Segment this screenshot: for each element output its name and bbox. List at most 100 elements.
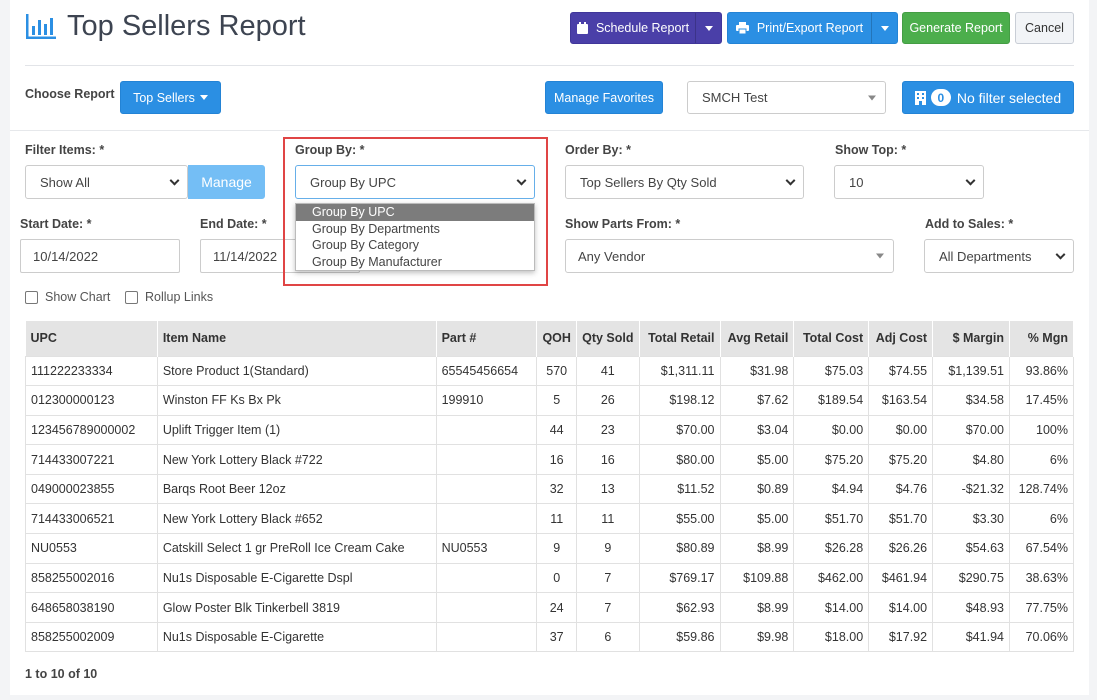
table-cell: 6% <box>1008 503 1075 535</box>
table-cell: 24 <box>536 592 577 623</box>
show-parts-select[interactable]: Any Vendor <box>565 239 894 273</box>
group-by-option-manufacturer[interactable]: Group By Manufacturer <box>312 254 442 269</box>
chevron-down-icon <box>516 175 527 186</box>
manage-favorites-button[interactable]: Manage Favorites <box>545 81 663 114</box>
table-cell: Store Product 1(Standard) <box>156 355 437 387</box>
table-cell: 100% <box>1008 414 1075 446</box>
report-type-dropdown[interactable]: Top Sellers <box>120 81 221 114</box>
generate-report-button[interactable]: Generate Report <box>902 12 1010 44</box>
column-header-item-name[interactable]: Item Name <box>157 321 437 356</box>
table-cell: $55.00 <box>638 503 721 535</box>
start-date-input[interactable]: 10/14/2022 <box>20 239 180 273</box>
add-to-sales-label: Add to Sales: * <box>925 217 1014 231</box>
table-cell: 0 <box>536 562 577 594</box>
column-header-qoh[interactable]: QOH <box>536 321 577 356</box>
caret-down-icon <box>199 95 208 100</box>
show-chart-label: Show Chart <box>45 290 111 304</box>
table-cell: $198.12 <box>638 385 721 416</box>
column-header-pct-margin[interactable]: % Mgn <box>1009 321 1075 356</box>
show-parts-label: Show Parts From: * <box>565 217 681 231</box>
column-header-upc[interactable]: UPC <box>25 321 158 356</box>
order-by-select[interactable]: Top Sellers By Qty Sold <box>565 165 804 199</box>
table-row[interactable]: 858255002016 Nu1s Disposable E-Cigarette … <box>25 562 1075 594</box>
table-cell: 858255002016 <box>25 562 158 594</box>
table-cell: 9 <box>536 533 577 564</box>
table-cell: Catskill Select 1 gr PreRoll Ice Cream C… <box>156 533 437 564</box>
table-cell: 128.74% <box>1008 473 1075 505</box>
show-chart-option[interactable]: Show Chart <box>25 290 110 304</box>
table-cell: $75.20 <box>793 444 870 475</box>
table-cell: 38.63% <box>1008 562 1075 594</box>
group-by-select[interactable]: Group By UPC <box>295 165 535 199</box>
table-row[interactable]: 123456789000002 Uplift Trigger Item (1) 44… <box>25 414 1075 446</box>
show-top-value: 10 <box>849 174 864 190</box>
column-header-total-cost[interactable]: Total Cost <box>793 321 870 356</box>
print-export-button[interactable]: Print/Export Report <box>727 12 898 44</box>
group-by-option-category[interactable]: Group By Category <box>312 238 419 252</box>
table-cell: $62.93 <box>638 592 721 623</box>
store-select[interactable]: SMCH Test <box>687 81 886 114</box>
column-header-adj-cost[interactable]: Adj Cost <box>868 321 934 356</box>
table-cell: $109.88 <box>719 562 795 594</box>
column-header-part[interactable]: Part # <box>436 321 538 356</box>
table-cell: Nu1s Disposable E-Cigarette <box>156 621 437 653</box>
table-cell: 23 <box>575 414 640 446</box>
table-cell <box>435 621 538 653</box>
table-cell: $163.54 <box>868 385 934 416</box>
table-cell: 32 <box>536 473 577 505</box>
end-date-value: 11/14/2022 <box>213 248 278 264</box>
cancel-button[interactable]: Cancel <box>1015 12 1074 44</box>
pagination-summary: 1 to 10 of 10 <box>25 667 98 681</box>
rollup-links-checkbox[interactable] <box>125 290 138 304</box>
table-cell: $7.62 <box>719 385 795 416</box>
table-cell: $70.00 <box>932 414 1010 446</box>
table-row[interactable]: NU0553 Catskill Select 1 gr PreRoll Ice C… <box>25 533 1075 564</box>
table-cell: $9.98 <box>719 621 795 653</box>
table-cell: $80.00 <box>638 444 721 475</box>
table-row[interactable]: 858255002009 Nu1s Disposable E-Cigarette 3… <box>25 621 1075 653</box>
table-cell: 70.06% <box>1008 621 1075 653</box>
store-select-value: SMCH Test <box>702 90 768 105</box>
schedule-dropdown-toggle[interactable] <box>695 13 721 43</box>
table-cell: 648658038190 <box>25 592 158 623</box>
group-by-option-upc[interactable]: Group By UPC <box>296 204 534 221</box>
column-header-margin[interactable]: $ Margin <box>932 321 1010 356</box>
table-cell: $75.20 <box>868 444 934 475</box>
column-header-total-retail[interactable]: Total Retail <box>639 321 721 356</box>
table-cell: 44 <box>536 414 577 446</box>
table-cell: $18.00 <box>793 621 870 653</box>
table-row[interactable]: 111222233334 Store Product 1(Standard) 655… <box>25 355 1075 387</box>
table-cell: 77.75% <box>1008 592 1075 623</box>
building-icon <box>914 90 926 105</box>
table-cell: $70.00 <box>638 414 721 446</box>
show-top-select[interactable]: 10 <box>834 165 984 199</box>
table-cell: 199910 <box>435 385 538 416</box>
table-cell: $48.93 <box>932 592 1010 623</box>
table-row[interactable]: 012300000123 Winston FF Ks Bx Pk 199910 5 26… <box>25 385 1075 416</box>
chevron-down-icon <box>965 175 976 186</box>
table-row[interactable]: 714433007221 New York Lottery Black #722 1… <box>25 444 1075 475</box>
start-date-label: Start Date: * <box>20 217 92 231</box>
show-chart-checkbox[interactable] <box>25 290 38 304</box>
table-row[interactable]: 714433006521 New York Lottery Black #652 1… <box>25 503 1075 535</box>
table-row[interactable]: 049000023855 Barqs Root Beer 12oz 32 13 $11.… <box>25 473 1075 505</box>
rollup-links-option[interactable]: Rollup Links <box>125 290 213 304</box>
schedule-report-button[interactable]: Schedule Report <box>570 12 722 44</box>
table-cell: 714433006521 <box>25 503 158 535</box>
table-cell: 7 <box>575 562 640 594</box>
filter-status-label: No filter selected <box>956 89 1062 106</box>
table-cell: 16 <box>536 444 577 475</box>
column-header-qty-sold[interactable]: Qty Sold <box>576 321 640 356</box>
add-to-sales-select[interactable]: All Departments <box>924 239 1074 273</box>
table-cell: New York Lottery Black #722 <box>156 444 437 475</box>
filter-status-button[interactable]: 0 No filter selected <box>902 81 1074 114</box>
rollup-links-label: Rollup Links <box>145 290 214 304</box>
manage-filter-button[interactable]: Manage <box>188 165 265 199</box>
filter-items-select[interactable]: Show All <box>25 165 188 199</box>
print-dropdown-toggle[interactable] <box>871 13 897 43</box>
group-by-option-departments[interactable]: Group By Departments <box>312 221 440 236</box>
column-header-avg-retail[interactable]: Avg Retail <box>720 321 795 356</box>
table-cell <box>435 503 538 535</box>
table-row[interactable]: 648658038190 Glow Poster Blk Tinkerbell 3… <box>25 592 1075 623</box>
table-cell: 67.54% <box>1008 533 1075 564</box>
